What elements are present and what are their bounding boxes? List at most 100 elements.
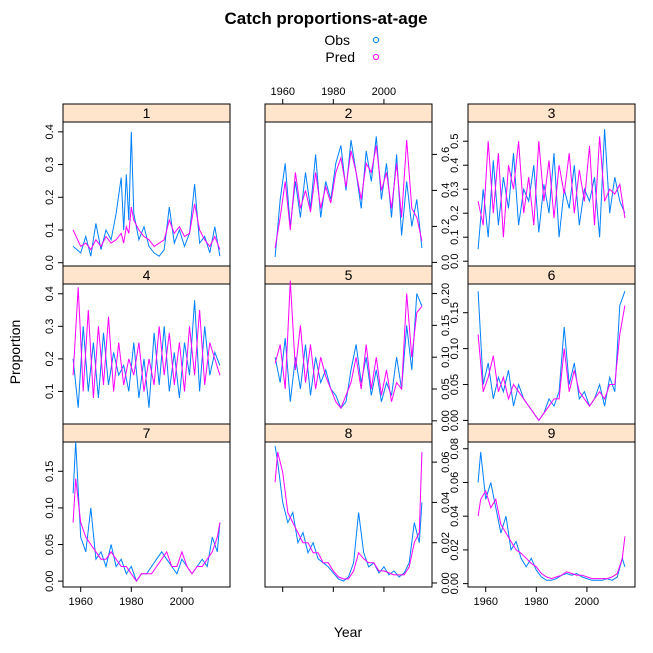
- series-line-pred: [274, 451, 423, 580]
- panel-7: 7 0.00 0.05 0.10 0.15 1960 1980 2000: [44, 423, 231, 608]
- y-tick-label: 0.00: [449, 410, 461, 431]
- legend-label-pred: Pred: [325, 49, 355, 65]
- series-line-pred: [477, 305, 626, 422]
- y-tick-label: 0.06: [440, 451, 452, 472]
- panel-6: 6 0.00 0.05 0.10 0.15: [449, 265, 636, 431]
- y-tick-label: 0.4: [44, 124, 56, 139]
- y-tick-label: 0.05: [440, 378, 452, 399]
- y-tick-label: 0.15: [440, 315, 452, 336]
- series-line-pred: [72, 203, 221, 251]
- series-line-obs: [72, 300, 221, 408]
- y-tick-label: 0.4: [449, 158, 461, 173]
- panel-strip-label: 2: [345, 105, 353, 121]
- series-line-obs: [274, 445, 423, 582]
- x-tick-label: 1960: [270, 86, 294, 98]
- panel-strip-label: 5: [345, 267, 353, 283]
- y-tick-label: 0.20: [440, 283, 452, 304]
- y-tick-label: 0.04: [449, 505, 461, 526]
- panel-frame: [467, 441, 636, 588]
- series-line-obs: [72, 131, 221, 257]
- y-tick-label: 0.1: [44, 384, 56, 399]
- panel-frame: [62, 441, 231, 588]
- y-tick-label: 0.06: [449, 472, 461, 493]
- panel-frame: [62, 283, 231, 425]
- x-tick-label: 2000: [372, 86, 396, 98]
- y-tick-label: 0.1: [44, 222, 56, 237]
- y-tick-label: 0.10: [44, 497, 56, 518]
- series-line-obs: [72, 441, 221, 583]
- y-tick-label: 0.0: [440, 255, 452, 270]
- panel-strip-label: 1: [143, 105, 151, 121]
- y-tick-label: 0.02: [449, 539, 461, 560]
- y-tick-label: 0.05: [449, 374, 461, 395]
- y-tick-label: 0.0: [449, 254, 461, 269]
- x-tick-label: 1980: [321, 86, 345, 98]
- y-tick-label: 0.00: [44, 570, 56, 591]
- series-line-obs: [274, 293, 423, 410]
- panel-9: 9 0.00 0.02 0.04 0.06 0.08 1960 1980 2000: [449, 423, 636, 608]
- panel-frame: [264, 441, 433, 588]
- y-tick-label: 0.3: [449, 182, 461, 197]
- y-tick-label: 0.2: [44, 190, 56, 205]
- y-axis-label: Proportion: [7, 320, 23, 385]
- legend-marker-pred: [372, 53, 380, 61]
- y-tick-label: 0.3: [44, 319, 56, 334]
- y-tick-label: 0.10: [449, 338, 461, 359]
- y-tick-label: 0.00: [440, 572, 452, 593]
- y-tick-label: 0.2: [44, 351, 56, 366]
- legend-marker-obs: [372, 36, 380, 44]
- x-tick-label: 1980: [524, 596, 548, 608]
- panel-strip-label: 7: [143, 425, 151, 441]
- y-tick-label: 0.02: [440, 532, 452, 553]
- y-tick-label: 0.08: [449, 438, 461, 459]
- series-line-pred: [477, 489, 626, 580]
- series-line-obs: [477, 129, 626, 250]
- x-tick-label: 1980: [119, 596, 143, 608]
- series-line-pred: [72, 478, 221, 582]
- y-tick-label: 0.4: [440, 183, 452, 198]
- y-tick-label: 0.15: [44, 461, 56, 482]
- panel-1: 1 0.0 0.1 0.2 0.3 0.4: [44, 103, 231, 270]
- x-tick-label: 1960: [68, 596, 92, 608]
- panel-strip-label: 8: [345, 425, 353, 441]
- y-tick-label: 0.04: [440, 492, 452, 513]
- y-tick-label: 0.2: [440, 219, 452, 234]
- y-tick-label: 0.0: [44, 255, 56, 270]
- panel-4: 4 0.1 0.2 0.3 0.4: [44, 265, 231, 425]
- y-tick-label: 0.15: [449, 302, 461, 323]
- series-line-pred: [274, 280, 423, 410]
- panel-strip-label: 4: [143, 267, 151, 283]
- y-tick-label: 0.6: [440, 147, 452, 162]
- y-tick-label: 0.00: [440, 410, 452, 431]
- panel-strip-label: 9: [548, 425, 556, 441]
- panel-2: 2 0.0 0.2 0.4 0.6 1960 1980 2000: [264, 86, 452, 270]
- chart-title: Catch proportions-at-age: [224, 9, 427, 28]
- y-tick-label: 0.3: [44, 157, 56, 172]
- y-tick-label: 0.00: [449, 573, 461, 594]
- panel-strip-label: 3: [548, 105, 556, 121]
- y-tick-label: 0.10: [440, 346, 452, 367]
- series-line-pred: [274, 139, 423, 249]
- x-tick-label: 1960: [473, 596, 497, 608]
- panel-frame: [264, 283, 433, 425]
- panel-strip-label: 6: [548, 267, 556, 283]
- panel-3: 3 0.0 0.1 0.2 0.3 0.4 0.5: [449, 103, 636, 269]
- y-tick-label: 0.4: [44, 286, 56, 301]
- y-tick-label: 0.5: [449, 134, 461, 149]
- y-tick-label: 0.1: [449, 230, 461, 245]
- series-line-obs: [477, 452, 626, 581]
- series-line-pred: [72, 287, 221, 399]
- x-tick-label: 2000: [170, 596, 194, 608]
- legend-label-obs: Obs: [324, 32, 350, 48]
- panel-8: 8 0.00 0.02 0.04 0.06: [264, 423, 452, 594]
- y-tick-label: 0.05: [44, 534, 56, 555]
- x-tick-label: 2000: [575, 596, 599, 608]
- y-tick-label: 0.2: [449, 206, 461, 221]
- panel-5: 5 0.00 0.05 0.10 0.15 0.20: [264, 265, 452, 432]
- series-line-pred: [477, 136, 626, 238]
- legend: Obs Pred: [324, 32, 380, 65]
- x-axis-label: Year: [334, 624, 363, 640]
- series-line-obs: [477, 291, 626, 422]
